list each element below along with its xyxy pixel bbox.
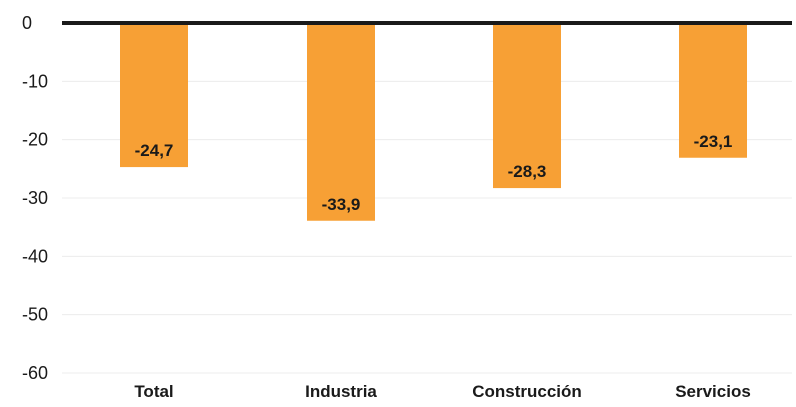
bar-servicios <box>679 23 747 158</box>
y-tick-label: -40 <box>22 246 48 266</box>
category-label: Total <box>134 382 173 401</box>
bar-construcción <box>493 23 561 189</box>
x-axis-category-labels: Total Industria Construcción Servicios <box>134 382 750 401</box>
y-tick-label: 0 <box>22 13 32 33</box>
y-tick-label: -50 <box>22 305 48 325</box>
category-label: Industria <box>305 382 377 401</box>
bar-industria <box>307 23 375 221</box>
y-tick-label: -20 <box>22 130 48 150</box>
bars <box>120 23 747 221</box>
data-labels: -24,7 -33,9 -28,3 -23,1 <box>135 132 733 214</box>
y-axis-tick-labels: 0 -10 -20 -30 -40 -50 -60 <box>22 13 48 383</box>
bar-total <box>120 23 188 168</box>
data-label: -24,7 <box>135 141 174 160</box>
data-label: -33,9 <box>322 195 361 214</box>
y-tick-label: -60 <box>22 363 48 383</box>
category-label: Construcción <box>472 382 582 401</box>
y-tick-label: -30 <box>22 188 48 208</box>
data-label: -23,1 <box>694 132 733 151</box>
data-label: -28,3 <box>508 162 547 181</box>
category-label: Servicios <box>675 382 751 401</box>
y-tick-label: -10 <box>22 71 48 91</box>
